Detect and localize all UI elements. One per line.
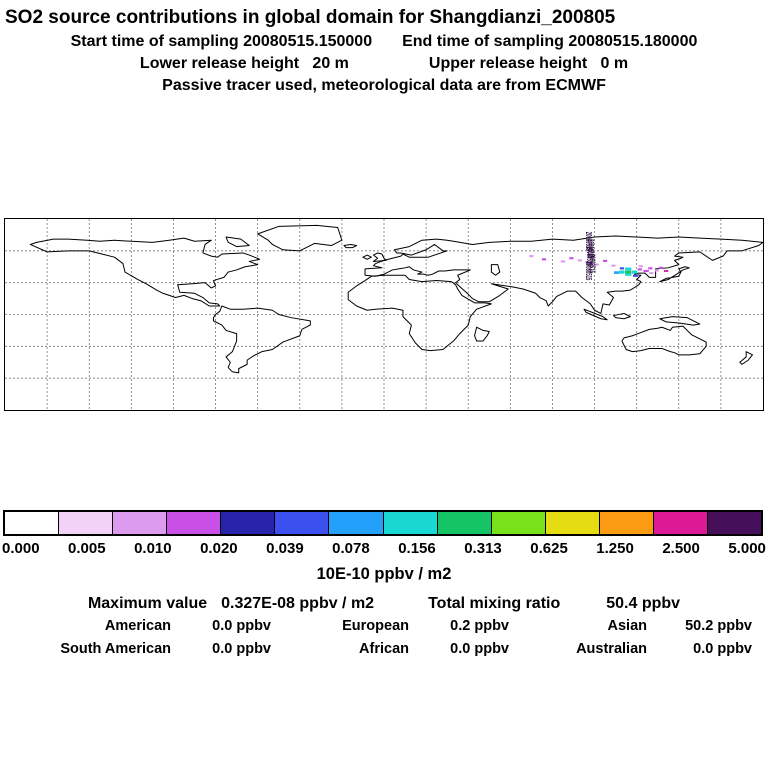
- plot-title: SO2 source contributions in global domai…: [5, 7, 616, 28]
- release-heights-line: Lower release height 20 m Upper release …: [0, 55, 768, 73]
- colorbar-tick-label: 0.000: [2, 540, 40, 557]
- region-value-european: 0.2 ppbv: [450, 618, 509, 634]
- svg-text:20080515: 20080515: [586, 239, 595, 258]
- colorbar-tick-label: 1.250: [596, 540, 634, 557]
- graticule-grid: [5, 219, 763, 410]
- colorbar-segment: [599, 512, 654, 534]
- region-value-african: 0.0 ppbv: [450, 641, 509, 657]
- coastlines: [30, 225, 763, 372]
- colorbar-segment: [491, 512, 546, 534]
- region-label-australian: Australian: [576, 641, 647, 657]
- region-value-asian: 50.2 ppbv: [685, 618, 752, 634]
- colorbar-tick-label: 0.020: [200, 540, 238, 557]
- colorbar-tick-label: 0.010: [134, 540, 172, 557]
- colorbar-tick-label: 0.078: [332, 540, 370, 557]
- region-label-south-american: South American: [60, 641, 171, 657]
- region-value-american: 0.0 ppbv: [212, 618, 271, 634]
- colorbar-segment: [653, 512, 709, 534]
- concentration-cells: [529, 255, 669, 277]
- world-map-frame: 20080515 20080515 20080515 20080515 20080515: [4, 218, 764, 411]
- tracer-info-line: Passive tracer used, meteorological data…: [0, 77, 768, 95]
- colorbar-segment: [167, 512, 222, 534]
- colorbar-tick-label: 0.005: [68, 540, 106, 557]
- region-label-asian: Asian: [607, 618, 648, 634]
- total-ratio-label: Total mixing ratio: [428, 595, 561, 612]
- colorbar-segment: [437, 512, 492, 534]
- colorbar-units: 10E-10 ppbv / m2: [316, 565, 452, 583]
- colorbar-segment: [113, 512, 168, 534]
- colorbar-segment: [221, 512, 276, 534]
- colorbar-segment: [59, 512, 114, 534]
- svg-text:20080515: 20080515: [587, 254, 596, 273]
- colorbar-segment: [545, 512, 600, 534]
- plot-page: SO2 source contributions in global domai…: [0, 0, 768, 657]
- lower-release-text: Lower release height 20 m: [139, 55, 349, 72]
- svg-text:20080515: 20080515: [585, 247, 594, 266]
- colorbar-tick-labels: 0.000 0.005 0.010 0.020 0.039 0.078 0.156 0.313…: [0, 540, 768, 557]
- region-label-american: American: [104, 618, 171, 634]
- region-label-european: European: [342, 618, 409, 634]
- colorbar-segment: [275, 512, 330, 534]
- colorbar-tick-label: 0.156: [398, 540, 436, 557]
- svg-text:20080515: 20080515: [584, 232, 593, 251]
- start-time-text: Start time of sampling 20080515.150000: [70, 33, 373, 50]
- end-time-text: End time of sampling 20080515.180000: [402, 33, 698, 50]
- max-value: 0.327E-08 ppbv / m2: [221, 595, 375, 612]
- colorbar-segment: [708, 512, 762, 534]
- colorbar-tick-label: 0.625: [530, 540, 568, 557]
- colorbar-tick-label: 2.500: [662, 540, 700, 557]
- max-value-label: Maximum value: [87, 595, 208, 612]
- colorbar-segment: [329, 512, 384, 534]
- colorbar-tick-label: 5.000: [728, 540, 766, 557]
- region-value-south-american: 0.0 ppbv: [212, 641, 271, 657]
- total-ratio-value: 50.4 ppbv: [606, 595, 681, 612]
- upper-release-text: Upper release height 0 m: [428, 55, 629, 72]
- colorbar-segment: [383, 512, 438, 534]
- region-value-australian: 0.0 ppbv: [693, 641, 752, 657]
- region-label-african: African: [359, 641, 409, 657]
- summary-line: Maximum value 0.327E-08 ppbv / m2 Total …: [0, 595, 768, 613]
- svg-text:20080515: 20080515: [584, 261, 593, 280]
- sampling-times-line: Start time of sampling 20080515.150000 E…: [0, 33, 768, 51]
- region-contributions-table: American 0.0 ppbv European 0.2 ppbv Asia…: [16, 618, 752, 657]
- colorbar-segment: [5, 512, 60, 534]
- colorbar: [3, 510, 763, 536]
- tracer-text: Passive tracer used, meteorological data…: [162, 77, 606, 94]
- colorbar-tick-label: 0.039: [266, 540, 304, 557]
- colorbar-tick-label: 0.313: [464, 540, 502, 557]
